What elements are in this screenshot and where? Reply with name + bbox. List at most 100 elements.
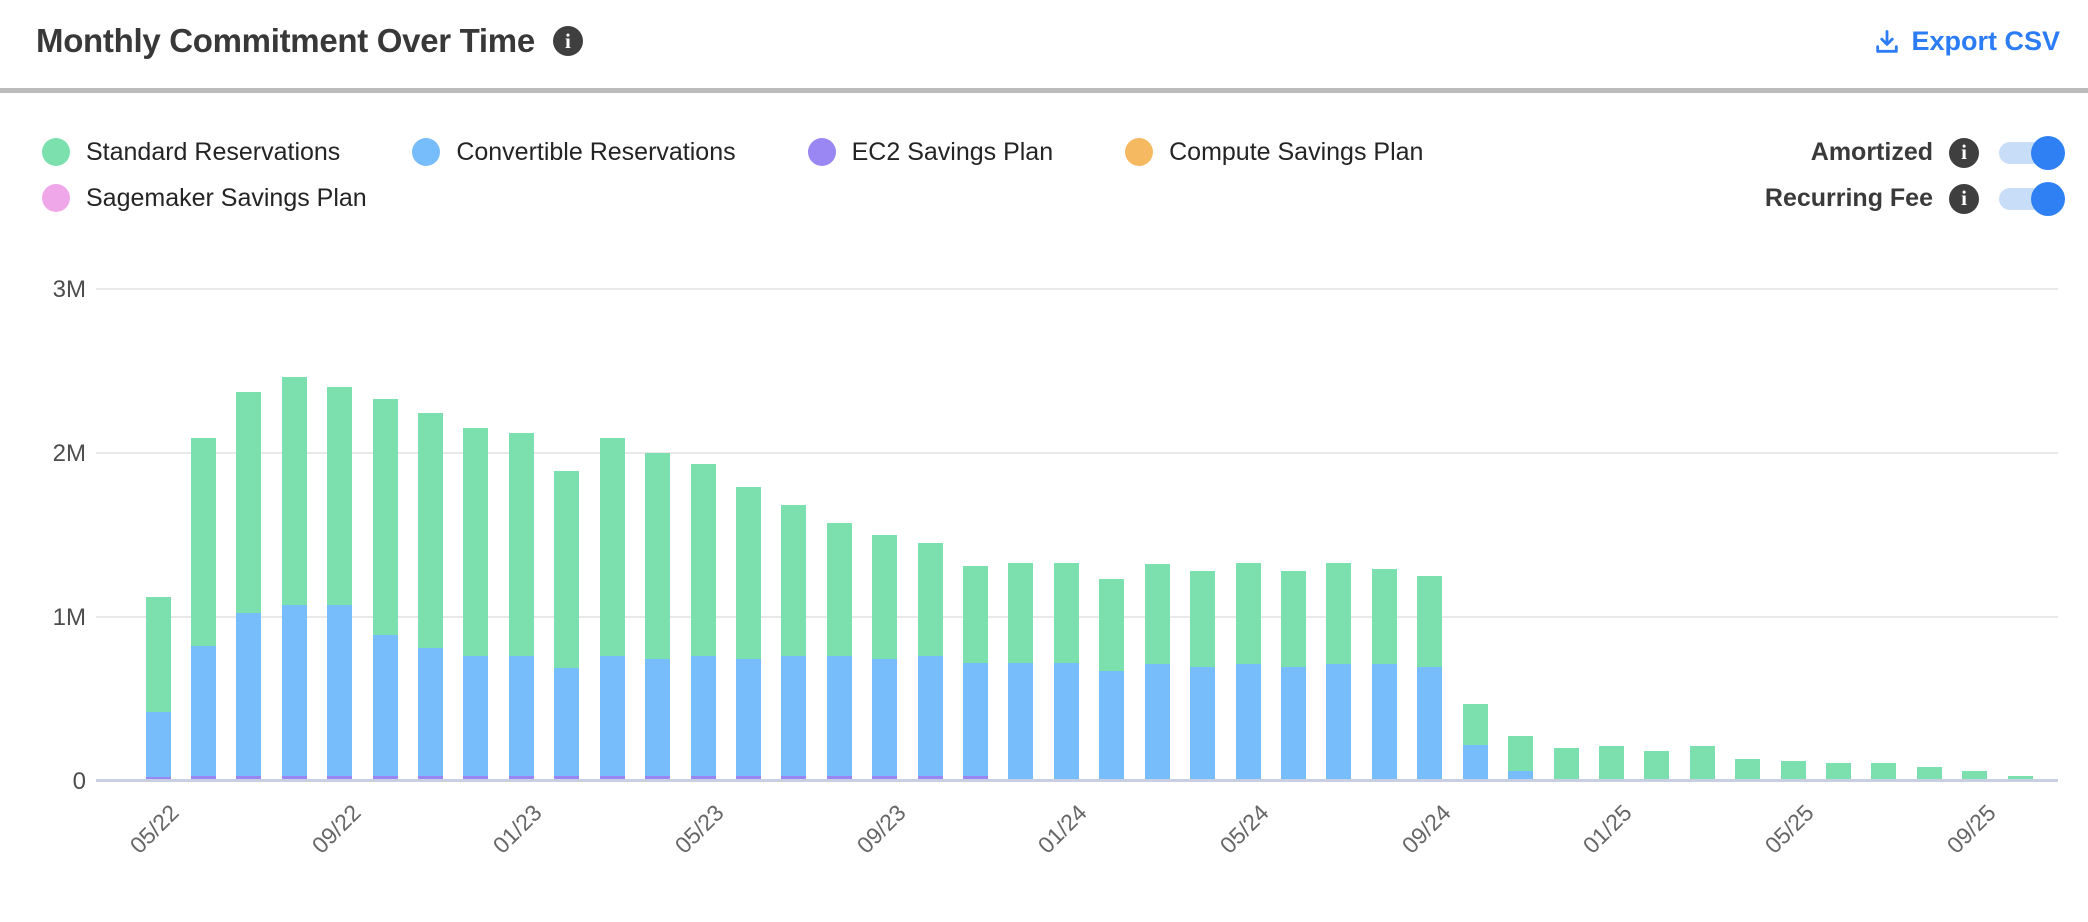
bar-10/25[interactable] bbox=[2007, 775, 2033, 779]
bar-segment bbox=[1099, 670, 1125, 779]
bar-segment bbox=[1281, 667, 1306, 779]
bar-segment bbox=[190, 775, 216, 779]
bar-segment bbox=[1598, 746, 1624, 779]
bar-segment bbox=[190, 437, 216, 647]
bar-segment bbox=[1644, 751, 1670, 779]
export-csv-button[interactable]: Export CSV bbox=[1873, 26, 2060, 57]
toggle-label: Recurring Fee bbox=[1764, 184, 1933, 212]
bar-04/24[interactable] bbox=[1190, 570, 1216, 779]
bar-07/24[interactable] bbox=[1326, 562, 1352, 779]
bar-02/23[interactable] bbox=[554, 470, 580, 779]
legend-item[interactable]: Standard Reservations bbox=[42, 136, 340, 168]
bar-06/22[interactable] bbox=[190, 437, 216, 779]
bar-01/25[interactable] bbox=[1598, 746, 1624, 779]
bar-09/25[interactable] bbox=[1962, 770, 1988, 779]
bar-03/25[interactable] bbox=[1689, 746, 1715, 779]
bar-05/22[interactable] bbox=[145, 596, 171, 779]
bar-segment bbox=[190, 646, 216, 776]
bar-11/23[interactable] bbox=[963, 565, 989, 779]
bar-08/22[interactable] bbox=[281, 377, 307, 779]
bar-segment bbox=[781, 656, 807, 776]
bar-segment bbox=[1916, 766, 1942, 779]
bar-02/25[interactable] bbox=[1644, 751, 1670, 779]
bar-11/22[interactable] bbox=[418, 413, 444, 779]
bar-06/23[interactable] bbox=[735, 487, 761, 779]
bar-10/24[interactable] bbox=[1462, 703, 1488, 779]
bar-segment bbox=[1099, 578, 1125, 671]
title-info-icon[interactable]: i bbox=[552, 26, 583, 56]
bar-07/25[interactable] bbox=[1871, 762, 1897, 779]
bar-segment bbox=[1508, 770, 1534, 779]
x-axis-label: 01/24 bbox=[1032, 799, 1093, 859]
bar-segment bbox=[690, 464, 716, 657]
bar-01/24[interactable] bbox=[1053, 562, 1079, 779]
bar-segment bbox=[1780, 760, 1806, 779]
bar-02/24[interactable] bbox=[1099, 578, 1125, 779]
x-axis-label: 09/22 bbox=[306, 799, 366, 859]
bar-10/22[interactable] bbox=[372, 398, 398, 779]
bar-09/23[interactable] bbox=[872, 534, 898, 779]
legend-item[interactable]: Compute Savings Plan bbox=[1125, 136, 1423, 168]
y-axis-label: 2M bbox=[52, 440, 86, 467]
page-header: Monthly Commitment Over Time i bbox=[36, 22, 583, 60]
bar-05/25[interactable] bbox=[1780, 760, 1806, 779]
info-icon[interactable]: i bbox=[1949, 137, 1979, 168]
x-axis-label: 09/25 bbox=[1941, 799, 2001, 859]
bar-segment bbox=[1689, 746, 1715, 779]
x-axis-label: 05/24 bbox=[1214, 799, 1274, 859]
bar-03/24[interactable] bbox=[1144, 564, 1170, 779]
bar-06/24[interactable] bbox=[1281, 570, 1306, 779]
info-icon[interactable]: i bbox=[1949, 183, 1979, 214]
bar-segment bbox=[508, 775, 534, 779]
bar-08/25[interactable] bbox=[1916, 766, 1942, 779]
bar-11/24[interactable] bbox=[1508, 736, 1534, 779]
bar-segment bbox=[1553, 747, 1579, 779]
bar-12/22[interactable] bbox=[463, 428, 489, 779]
bar-segment bbox=[327, 775, 353, 779]
bar-12/24[interactable] bbox=[1553, 747, 1579, 779]
bar-segment bbox=[418, 647, 444, 776]
toggle-switch[interactable] bbox=[1999, 135, 2065, 170]
bar-segment bbox=[236, 391, 262, 614]
bar-segment bbox=[1826, 762, 1852, 779]
bar-07/22[interactable] bbox=[236, 391, 262, 779]
bar-segment bbox=[1008, 662, 1034, 779]
legend-item[interactable]: Convertible Reservations bbox=[412, 136, 736, 168]
bar-08/23[interactable] bbox=[826, 523, 852, 779]
bar-08/24[interactable] bbox=[1371, 569, 1397, 779]
bar-segment bbox=[281, 775, 307, 779]
bar-segment bbox=[508, 656, 534, 776]
bar-segment bbox=[418, 775, 444, 779]
x-axis-label: 09/24 bbox=[1396, 799, 1456, 859]
bar-09/22[interactable] bbox=[327, 387, 353, 779]
bar-01/23[interactable] bbox=[508, 432, 534, 779]
bar-segment bbox=[463, 775, 489, 779]
bar-03/23[interactable] bbox=[599, 437, 625, 779]
bar-segment bbox=[1190, 570, 1216, 668]
bar-04/23[interactable] bbox=[645, 452, 671, 779]
bar-segment bbox=[236, 613, 262, 776]
bar-12/23[interactable] bbox=[1008, 562, 1034, 779]
legend-swatch bbox=[412, 138, 441, 166]
bar-segment bbox=[281, 605, 307, 776]
bar-05/23[interactable] bbox=[690, 464, 716, 779]
bar-segment bbox=[1735, 759, 1761, 779]
bar-segment bbox=[735, 775, 761, 779]
bar-06/25[interactable] bbox=[1826, 762, 1852, 779]
bar-segment bbox=[2007, 775, 2033, 779]
legend-item[interactable]: Sagemaker Savings Plan bbox=[42, 182, 367, 214]
legend-item-label: EC2 Savings Plan bbox=[851, 137, 1054, 166]
legend-item[interactable]: EC2 Savings Plan bbox=[807, 136, 1054, 168]
y-axis-label: 1M bbox=[52, 604, 86, 631]
bar-05/24[interactable] bbox=[1235, 562, 1261, 779]
bar-segment bbox=[599, 437, 625, 657]
bar-04/25[interactable] bbox=[1735, 759, 1761, 779]
bar-10/23[interactable] bbox=[917, 542, 943, 779]
bar-segment bbox=[1235, 562, 1261, 665]
bar-09/24[interactable] bbox=[1417, 575, 1443, 779]
toggle-switch[interactable] bbox=[1999, 181, 2065, 216]
legend-swatch bbox=[807, 138, 836, 166]
bar-segment bbox=[1235, 664, 1261, 779]
bar-segment bbox=[645, 775, 671, 779]
bar-07/23[interactable] bbox=[781, 505, 807, 779]
